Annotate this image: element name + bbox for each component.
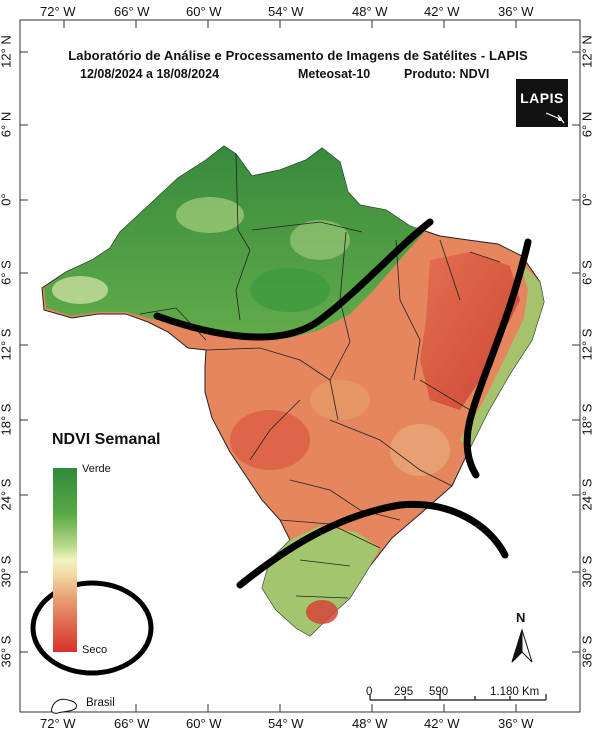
scale-label: 590 bbox=[429, 686, 449, 698]
annotation-arc-north bbox=[153, 218, 434, 341]
lon-label-top: 48° W bbox=[352, 4, 388, 19]
annotation-lines bbox=[30, 218, 532, 676]
lat-label-left: 12° S bbox=[0, 328, 14, 361]
northeast-dry-core bbox=[420, 252, 520, 410]
lat-label-left: 12° N bbox=[0, 35, 14, 68]
lon-label-top: 60° W bbox=[186, 4, 222, 19]
lat-label-right: 12° N bbox=[579, 35, 595, 68]
lat-label-left: 30° S bbox=[0, 555, 14, 588]
lat-label-right: 24° S bbox=[579, 478, 595, 511]
lon-label-top: 54° W bbox=[268, 4, 304, 19]
lat-label-left: 6° S bbox=[0, 260, 14, 285]
legend-high-label: Verde bbox=[82, 463, 111, 475]
annotation-arc-south bbox=[236, 500, 509, 589]
lon-label-top: 42° W bbox=[424, 4, 460, 19]
lat-label-right: 30° S bbox=[579, 555, 595, 588]
lon-label-bottom: 36° W bbox=[498, 716, 534, 731]
dense-forest-patch bbox=[250, 268, 330, 312]
lat-label-left: 18° S bbox=[0, 403, 14, 436]
bottom-ticks bbox=[63, 704, 517, 712]
brasil-boundary-icon bbox=[51, 698, 77, 714]
lat-label-right: 6° N bbox=[579, 111, 595, 138]
scale-label: 295 bbox=[394, 686, 414, 698]
side-ticks bbox=[20, 51, 580, 653]
annotation-circle-legend bbox=[30, 580, 154, 676]
dry-patch bbox=[390, 424, 450, 476]
lon-label-top: 72° W bbox=[40, 4, 76, 19]
lapis-logo: LAPIS bbox=[516, 79, 568, 127]
lat-label-right: 18° S bbox=[579, 403, 595, 436]
amazon-green-region bbox=[44, 146, 426, 340]
dry-patch bbox=[310, 380, 370, 420]
north-label: N bbox=[516, 610, 526, 625]
light-patch bbox=[176, 197, 244, 233]
map-border bbox=[19, 19, 581, 713]
south-green-region bbox=[262, 526, 380, 636]
lon-label-top: 66° W bbox=[114, 4, 150, 19]
ndvi-color-bar bbox=[53, 468, 77, 652]
lon-label-top: 36° W bbox=[498, 4, 534, 19]
lat-label-left: 0° bbox=[0, 193, 14, 206]
legend-low-label: Seco bbox=[82, 644, 108, 656]
light-patch bbox=[52, 276, 108, 304]
lat-label-left: 6° N bbox=[0, 111, 14, 138]
lon-label-bottom: 72° W bbox=[40, 716, 76, 731]
lat-label-right: 0° bbox=[579, 193, 595, 206]
lat-label-left: 36° S bbox=[0, 635, 14, 668]
annotation-line-east bbox=[463, 238, 532, 479]
scale-label: 0 bbox=[366, 686, 373, 698]
scale-label: 1.180 Km bbox=[490, 686, 540, 698]
lon-label-bottom: 42° W bbox=[424, 716, 460, 731]
lapis-logo-text: LAPIS bbox=[520, 90, 564, 106]
period-label: 12/08/2024 a 18/08/2024 bbox=[80, 67, 220, 81]
satellite-label: Meteosat-10 bbox=[298, 67, 371, 81]
lon-label-bottom: 60° W bbox=[186, 716, 222, 731]
lat-label-right: 36° S bbox=[579, 635, 595, 668]
lon-label-bottom: 54° W bbox=[268, 716, 304, 731]
lat-label-right: 12° S bbox=[579, 328, 595, 361]
map-title: Laboratório de Análise e Processamento d… bbox=[68, 48, 528, 63]
light-patch bbox=[290, 220, 350, 260]
dry-patch-south bbox=[306, 600, 338, 624]
scale-bar bbox=[369, 694, 547, 701]
dry-patch bbox=[230, 410, 310, 470]
lon-label-bottom: 48° W bbox=[352, 716, 388, 731]
lon-label-bottom: 66° W bbox=[114, 716, 150, 731]
legend-title: NDVI Semanal bbox=[52, 431, 161, 448]
product-label: Produto: NDVI bbox=[404, 67, 490, 81]
lat-label-right: 6° S bbox=[579, 260, 595, 285]
lat-label-left: 24° S bbox=[0, 478, 14, 511]
brasil-boundary-label: Brasil bbox=[86, 697, 115, 709]
top-ticks bbox=[63, 20, 517, 28]
north-arrow-icon bbox=[511, 628, 533, 663]
satellite-icon bbox=[545, 112, 565, 124]
